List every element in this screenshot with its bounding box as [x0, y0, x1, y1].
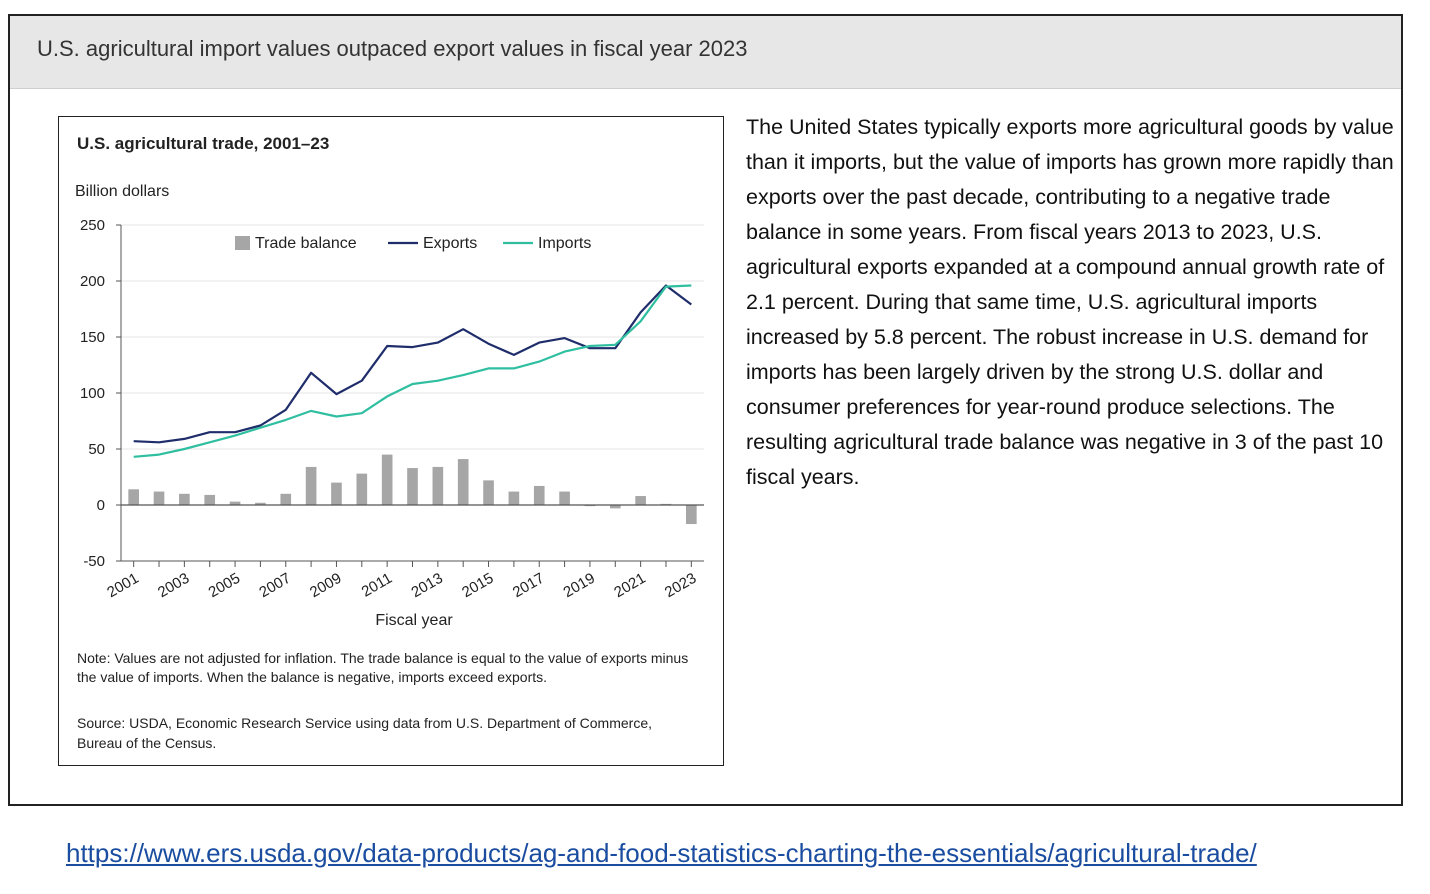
y-tick-label: 50 [88, 441, 105, 458]
x-tick-label: 2009 [307, 570, 344, 601]
gridlines [121, 224, 704, 562]
imports-line [133, 284, 692, 458]
trade-balance-bar [305, 466, 317, 505]
chart-note: Note: Values are not adjusted for inflat… [77, 650, 689, 685]
trade-balance-bar [483, 480, 494, 505]
x-tick-label: 2023 [662, 570, 699, 601]
x-tick-label: 2007 [256, 570, 293, 601]
x-tick-label: 2015 [459, 570, 496, 601]
trade-balance-bar [533, 485, 545, 505]
x-tick-label: 2017 [510, 570, 547, 601]
slide-frame: U.S. agricultural import values outpaced… [8, 14, 1403, 806]
y-tick-label: 200 [80, 273, 105, 290]
legend-label: Trade balance [255, 235, 357, 252]
trade-balance-bar [204, 494, 216, 505]
trade-balance-bar [407, 468, 418, 505]
trade-balance-bar [457, 459, 469, 505]
trade-balance-bar [331, 482, 342, 505]
trade-balance-bar [635, 496, 646, 505]
trade-balance-bar [179, 493, 190, 505]
legend-swatch-trade-balance [235, 236, 250, 250]
slide-title: U.S. agricultural import values outpaced… [37, 36, 748, 61]
x-tick-label: 2003 [155, 570, 192, 601]
chart-title: U.S. agricultural trade, 2001–23 [77, 134, 329, 153]
trade-balance-bars [128, 454, 697, 525]
trade-balance-bar [609, 505, 621, 509]
y-tick-label: 0 [97, 497, 105, 514]
source-link[interactable]: https://www.ers.usda.gov/data-products/a… [66, 838, 1257, 868]
legend-label: Exports [423, 235, 477, 252]
y-tick-label: 150 [80, 329, 105, 346]
x-axis-label: Fiscal year [375, 612, 453, 629]
chart-source: Source: USDA, Economic Research Service … [77, 715, 652, 751]
trade-balance-bar [280, 493, 292, 505]
y-tick-label: 250 [80, 217, 105, 234]
legend: Trade balance Exports Imports [235, 235, 591, 252]
trade-balance-bar [229, 501, 241, 505]
trade-balance-bar [508, 491, 520, 505]
x-tick-label: 2013 [408, 570, 445, 601]
y-axis-label: Billion dollars [75, 183, 169, 200]
trade-balance-bar [255, 502, 266, 505]
header-bar: U.S. agricultural import values outpaced… [10, 16, 1401, 89]
trade-balance-bar [559, 491, 570, 505]
trade-balance-bar [432, 466, 444, 505]
x-tick-label: 2001 [104, 570, 141, 601]
x-tick-label: 2019 [561, 570, 598, 601]
legend-label: Imports [538, 235, 591, 252]
body-paragraph: The United States typically exports more… [746, 115, 1394, 489]
y-tick-label: -50 [83, 553, 105, 570]
trade-balance-bar [356, 473, 368, 505]
y-tick-label: 100 [80, 385, 105, 402]
trade-balance-bar [153, 491, 165, 505]
trade-balance-bar [381, 454, 393, 505]
x-tick-label: 2005 [206, 570, 243, 601]
x-tick-label: 2021 [611, 570, 648, 601]
trade-balance-bar [686, 505, 697, 525]
chart-panel: U.S. agricultural trade, 2001–23 Billion… [58, 116, 724, 766]
exports-line [133, 284, 692, 444]
series-lines [133, 284, 692, 458]
trade-chart: U.S. agricultural trade, 2001–23 Billion… [75, 134, 704, 629]
trade-balance-bar [128, 489, 139, 505]
x-tick-label: 2011 [359, 570, 395, 601]
